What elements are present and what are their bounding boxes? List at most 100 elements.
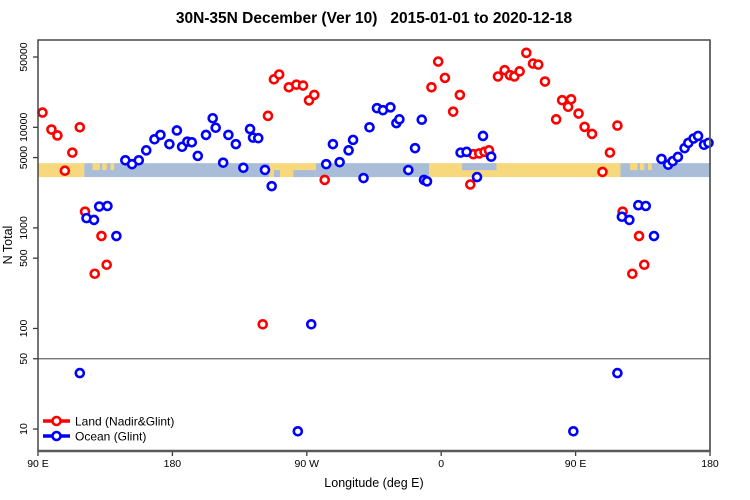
data-point-ocean — [155, 129, 166, 141]
data-point-ocean — [230, 138, 242, 150]
data-point-ocean — [568, 425, 579, 437]
y-tick-label: 10000 — [18, 113, 30, 142]
data-point-ocean — [210, 122, 222, 134]
y-tick-label: 100 — [18, 320, 30, 338]
chart-title: 30N-35N December (Ver 10) 2015-01-01 to … — [176, 10, 573, 27]
data-point-ocean — [385, 102, 396, 113]
y-tick-label: 50000 — [18, 42, 30, 71]
y-tick-label: 500 — [18, 249, 30, 267]
data-point-land — [514, 66, 525, 77]
data-point-land — [550, 114, 562, 125]
data-point-land — [521, 47, 532, 59]
data-point-ocean — [477, 130, 489, 142]
data-point-ocean — [612, 367, 623, 379]
data-point-ocean — [133, 154, 145, 166]
data-point-ocean — [394, 114, 405, 125]
data-point-land — [257, 318, 269, 330]
y-tick-label: 5000 — [18, 146, 30, 170]
data-point-ocean — [403, 164, 414, 176]
map-band-overlay — [110, 163, 115, 171]
map-band-overlay — [102, 163, 107, 171]
data-point-ocean — [259, 164, 271, 176]
data-point-ocean — [703, 137, 714, 149]
data-point-ocean — [485, 151, 497, 163]
data-point-land — [532, 59, 544, 70]
data-point-land — [37, 107, 48, 118]
data-point-ocean — [266, 180, 278, 192]
data-point-ocean — [305, 318, 317, 330]
plot-border — [37, 39, 711, 452]
map-band-overlay — [273, 170, 280, 178]
data-point-ocean — [140, 145, 152, 156]
map-band-segment — [315, 163, 430, 178]
data-point-ocean — [164, 138, 175, 150]
data-point-ocean — [656, 153, 667, 165]
data-point-ocean — [74, 367, 86, 379]
map-band-overlay — [648, 163, 652, 171]
legend-marker-1 — [51, 430, 62, 442]
data-point-ocean — [416, 114, 428, 126]
data-point-land — [492, 71, 504, 82]
data-point-ocean — [648, 230, 660, 242]
data-point-land — [89, 268, 101, 280]
data-points — [37, 47, 714, 437]
x-tick-label: 0 — [438, 458, 444, 470]
data-point-ocean — [409, 142, 421, 154]
data-point-ocean — [244, 123, 256, 135]
data-point-land — [59, 165, 71, 177]
data-point-ocean — [327, 138, 339, 150]
data-point-land — [52, 130, 63, 141]
y-tick-label: 10 — [18, 423, 30, 435]
data-point-land — [604, 147, 616, 158]
data-point-land — [627, 268, 638, 280]
data-point-land — [586, 128, 598, 140]
data-point-ocean — [320, 158, 332, 170]
data-point-ocean — [186, 136, 198, 148]
map-band-overlay — [639, 163, 645, 171]
map-band-overlay — [462, 163, 497, 171]
data-point-ocean — [111, 230, 122, 242]
data-point-ocean — [200, 129, 212, 141]
data-point-ocean — [364, 122, 375, 133]
data-point-ocean — [252, 132, 264, 144]
data-point-land — [74, 122, 86, 133]
data-point-ocean — [238, 162, 249, 174]
data-point-ocean — [88, 214, 100, 226]
x-axis-label: Longitude (deg E) — [324, 476, 423, 490]
data-point-land — [612, 120, 623, 131]
data-point-ocean — [102, 200, 113, 212]
data-point-land — [579, 121, 590, 133]
x-tick-label: 90 E — [565, 458, 587, 470]
data-point-land — [633, 230, 645, 242]
data-point-ocean — [207, 112, 219, 124]
data-point-land — [447, 106, 459, 117]
data-point-ocean — [343, 145, 354, 156]
map-band-segment — [429, 163, 621, 178]
data-point-land — [96, 230, 107, 242]
y-axis-label: N Total — [1, 226, 15, 265]
data-point-land — [454, 89, 466, 101]
data-point-ocean — [461, 146, 472, 158]
data-point-land — [273, 69, 285, 80]
legend-markers — [43, 415, 70, 442]
data-point-ocean — [223, 129, 234, 141]
x-tick-label: 180 — [701, 458, 719, 470]
y-tick-label: 1000 — [18, 216, 30, 240]
data-point-land — [319, 174, 331, 186]
data-point-land — [432, 56, 444, 67]
map-band-overlay — [293, 170, 316, 178]
x-tick-label: 180 — [164, 458, 182, 470]
data-point-land — [101, 259, 112, 271]
data-point-ocean — [471, 171, 483, 183]
data-point-ocean — [217, 157, 229, 168]
data-point-ocean — [421, 176, 433, 187]
data-point-ocean — [692, 130, 704, 142]
data-point-land — [308, 89, 320, 101]
axis-ticks: 90 E 180 90 W 0 90 E 180 50000 10000 5000 1000 500… — [18, 42, 719, 470]
data-point-land — [67, 147, 78, 158]
legend-marker-0 — [51, 415, 62, 427]
map-band-overlay — [630, 163, 638, 171]
legend-label-ocean: Ocean (Glint) — [75, 430, 146, 444]
x-tick-label: 90 E — [27, 458, 49, 470]
